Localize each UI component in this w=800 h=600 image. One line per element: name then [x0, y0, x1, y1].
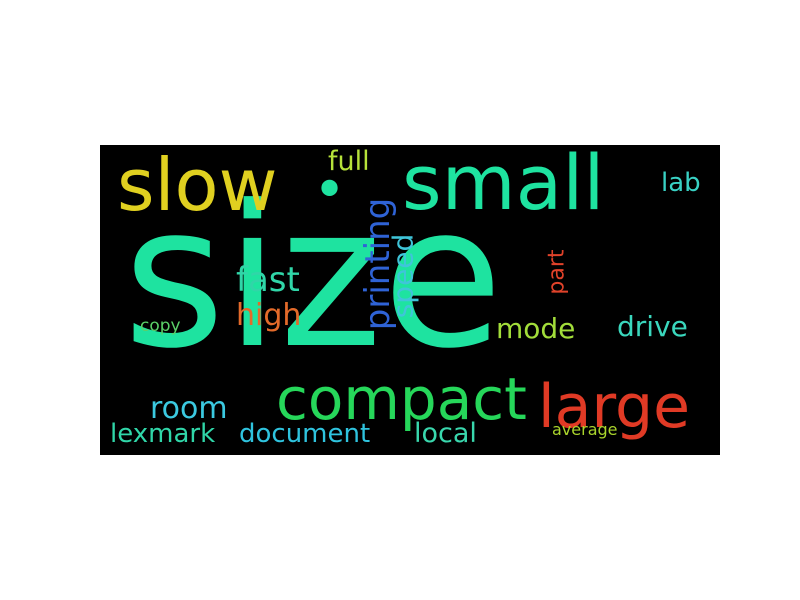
- word-document: document: [239, 419, 371, 449]
- word-large: large: [538, 372, 691, 442]
- word-fast: fast: [236, 260, 300, 300]
- word-slow: slow: [117, 145, 278, 227]
- word-local: local: [414, 418, 477, 449]
- word-mode: mode: [496, 312, 576, 345]
- word-lexmark: lexmark: [110, 419, 216, 449]
- word-small: small: [402, 145, 605, 227]
- word-compact: compact: [276, 365, 527, 433]
- word-dot: •: [313, 158, 347, 223]
- word-average: average: [552, 420, 618, 439]
- word-cloud: size slow • small full lab printing spee…: [100, 145, 720, 455]
- word-room: room: [150, 391, 228, 426]
- word-drive: drive: [617, 310, 688, 343]
- word-speed: speed: [386, 233, 420, 319]
- word-full: full: [328, 146, 370, 177]
- word-lab: lab: [661, 168, 701, 198]
- word-part: part: [544, 249, 570, 295]
- word-copy: copy: [140, 316, 181, 336]
- word-size: size: [123, 164, 504, 392]
- word-high: high: [236, 298, 302, 333]
